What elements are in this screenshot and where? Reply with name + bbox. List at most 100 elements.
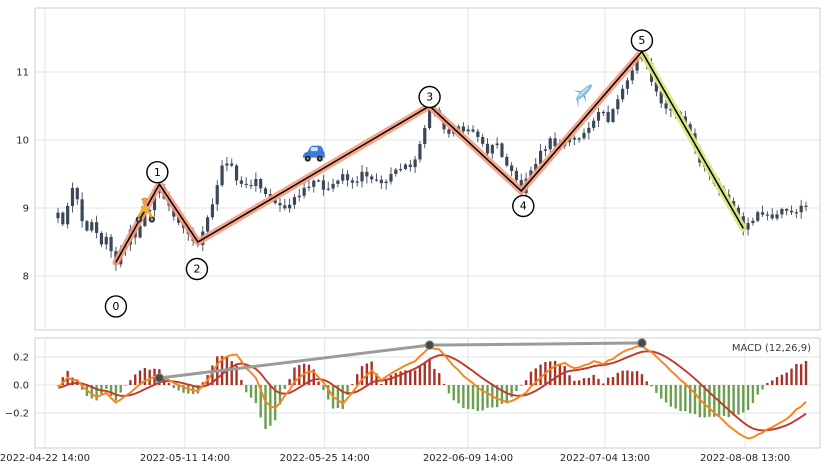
macd-histogram-bar <box>645 381 648 385</box>
macd-histogram-bar <box>756 385 759 395</box>
candle-body <box>606 111 610 122</box>
macd-histogram-bar <box>399 371 402 385</box>
macd-histogram-bar <box>727 385 730 417</box>
candle-body <box>495 143 499 146</box>
macd-histogram-bar <box>742 385 745 413</box>
candle-body <box>471 129 475 132</box>
macd-histogram-bar <box>500 385 504 404</box>
candle-body <box>215 185 219 205</box>
candle-body <box>548 138 552 150</box>
car-icon <box>302 145 325 162</box>
candle-body <box>659 91 663 104</box>
scooter-icon <box>135 197 156 223</box>
macd-histogram-bar <box>529 371 533 385</box>
macd-histogram-bar <box>235 365 238 385</box>
candle-body <box>466 129 470 132</box>
macd-histogram-bar <box>380 383 383 385</box>
macd-trend-dot <box>637 338 647 348</box>
wave-label-text: 1 <box>154 166 161 179</box>
macd-histogram-bar <box>360 366 364 385</box>
candle-body <box>85 221 89 231</box>
macd-histogram-bar <box>679 385 682 412</box>
candle-body <box>230 163 234 166</box>
macd-histogram-bar <box>587 377 591 385</box>
macd-histogram-bar <box>505 385 508 404</box>
macd-histogram-bar <box>515 385 518 392</box>
macd-histogram-bar <box>356 374 359 385</box>
macd-histogram-bar <box>119 385 122 393</box>
candle-body <box>143 211 147 226</box>
macd-histogram-bar <box>312 369 315 385</box>
macd-histogram-bar <box>732 385 735 416</box>
candle-body <box>732 201 736 208</box>
candle-body <box>341 174 345 181</box>
macd-histogram-bar <box>245 385 248 393</box>
candle-body <box>66 205 70 225</box>
macd-histogram-bar <box>799 364 803 385</box>
macd-histogram-bar <box>804 360 808 385</box>
macd-histogram-bar <box>476 385 480 412</box>
candle-body <box>490 145 494 154</box>
macd-histogram-bar <box>553 360 557 385</box>
wave-labels: 0 1 2 3 4 5 <box>104 29 654 318</box>
candle-body <box>760 212 765 215</box>
macd-histogram-bar <box>698 385 702 418</box>
candle-body <box>481 137 485 144</box>
macd-histogram-bar <box>790 368 793 385</box>
macd-histogram-bar <box>563 366 566 385</box>
wave-label-text: 3 <box>426 91 433 104</box>
wave-label-circle <box>185 257 209 281</box>
candle-body <box>596 112 601 121</box>
macd-histogram-bar <box>780 374 784 385</box>
macd-histogram-bar <box>708 385 711 417</box>
candle-body <box>485 143 490 154</box>
macd-histogram-bar <box>278 385 282 405</box>
candle-body <box>109 236 113 252</box>
macd-histogram-bar <box>452 385 455 401</box>
macd-histogram-bar <box>182 385 185 393</box>
macd-histogram-bar <box>549 361 552 385</box>
macd-histogram-bar <box>138 370 142 385</box>
candle-body <box>683 116 687 125</box>
macd-histogram-bar <box>713 385 716 417</box>
candle-body <box>664 103 668 109</box>
macd-histogram-bar <box>394 373 398 385</box>
candle-body <box>510 165 514 171</box>
macd-histogram-bar <box>751 385 755 403</box>
wave-label-circle <box>146 160 169 184</box>
macd-histogram-bar <box>143 368 147 385</box>
macd-histogram-bar <box>389 375 393 385</box>
candle-body <box>635 58 639 71</box>
wave-label-circle <box>104 295 128 318</box>
macd-histogram-bar <box>240 379 243 385</box>
macd-histogram-bar <box>592 374 595 385</box>
candle-body <box>75 188 79 200</box>
candle-body <box>370 176 374 180</box>
candle-body <box>756 212 760 221</box>
candle-body <box>384 181 388 184</box>
wave-label-circle <box>418 85 441 109</box>
macd-histogram-bar <box>655 385 658 393</box>
y-tick-label: 11 <box>16 68 29 79</box>
candle-body <box>543 149 548 151</box>
candle-body <box>152 192 157 211</box>
candle-body <box>534 163 538 171</box>
macd-histogram-bar <box>341 385 344 410</box>
y-tick-label: 9 <box>23 204 29 215</box>
macd-histogram-bar <box>109 385 113 397</box>
candle-body <box>331 183 335 189</box>
candle-body <box>259 179 263 189</box>
candle-body <box>403 164 408 170</box>
macd-histogram-bar <box>746 385 750 411</box>
macd-histogram-bar <box>462 385 465 409</box>
candle-body <box>206 217 210 232</box>
macd-histogram-bar <box>577 380 581 385</box>
macd-histogram-bar <box>288 379 291 385</box>
candle-body <box>56 212 60 219</box>
macd-histogram-bar <box>669 385 673 407</box>
macd-histogram-bar <box>56 385 60 386</box>
candle-body <box>263 188 268 195</box>
y-tick-label: −0.2 <box>5 409 29 420</box>
macd-histogram-bar <box>573 380 576 385</box>
